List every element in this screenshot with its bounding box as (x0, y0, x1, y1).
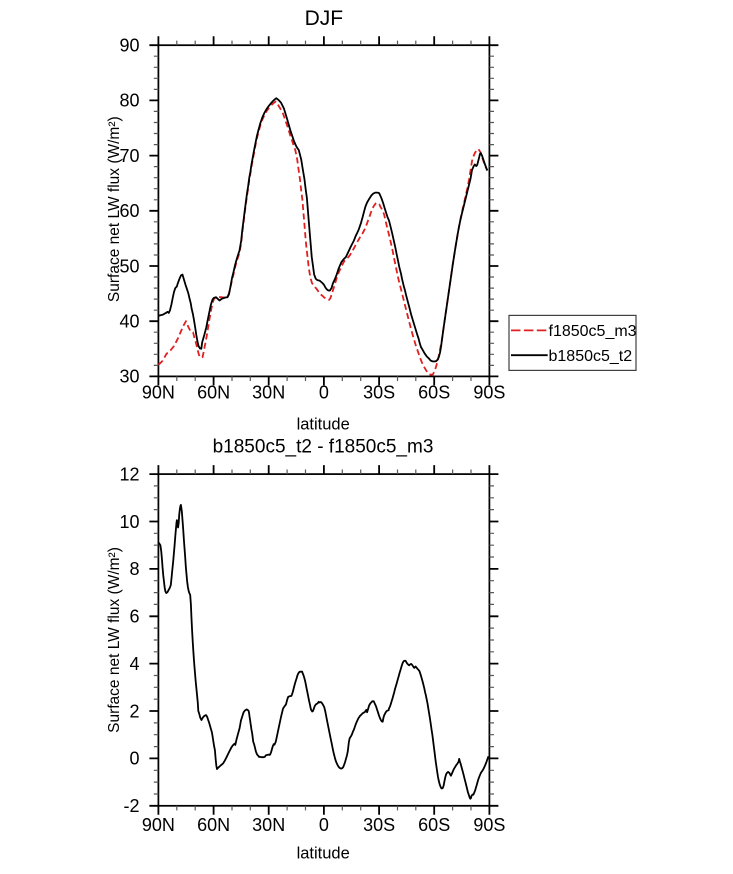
svg-text:90N: 90N (142, 383, 175, 403)
svg-text:12: 12 (119, 464, 139, 484)
svg-text:2: 2 (129, 701, 139, 721)
svg-text:b1850c5_t2: b1850c5_t2 (549, 348, 633, 365)
svg-text:0: 0 (129, 749, 139, 769)
svg-text:60N: 60N (197, 815, 230, 835)
svg-text:90S: 90S (473, 383, 505, 403)
svg-text:f1850c5_m3: f1850c5_m3 (549, 323, 637, 340)
svg-text:8: 8 (129, 559, 139, 579)
svg-text:Surface net LW flux (W/m²): Surface net LW flux (W/m²) (106, 116, 123, 302)
svg-text:30: 30 (119, 367, 139, 387)
svg-text:90: 90 (119, 36, 139, 56)
svg-text:-2: -2 (123, 796, 139, 816)
svg-text:40: 40 (119, 312, 139, 332)
svg-text:4: 4 (129, 654, 139, 674)
svg-text:60S: 60S (418, 815, 450, 835)
svg-text:10: 10 (119, 512, 139, 532)
svg-text:6: 6 (129, 607, 139, 627)
svg-text:90S: 90S (473, 815, 505, 835)
svg-text:70: 70 (119, 146, 139, 166)
svg-text:b1850c5_t2 - f1850c5_m3: b1850c5_t2 - f1850c5_m3 (213, 437, 434, 458)
svg-text:60N: 60N (197, 383, 230, 403)
svg-text:50: 50 (119, 256, 139, 276)
svg-text:80: 80 (119, 91, 139, 111)
svg-text:DJF: DJF (305, 7, 344, 30)
svg-text:Surface net LW flux (W/m²): Surface net LW flux (W/m²) (106, 547, 123, 733)
svg-text:90N: 90N (142, 815, 175, 835)
svg-text:latitude: latitude (297, 416, 350, 434)
svg-text:60S: 60S (418, 383, 450, 403)
svg-text:0: 0 (319, 815, 329, 835)
svg-text:30N: 30N (252, 383, 285, 403)
svg-text:30S: 30S (363, 383, 395, 403)
svg-text:latitude: latitude (297, 845, 350, 863)
svg-text:30N: 30N (252, 815, 285, 835)
svg-text:0: 0 (319, 383, 329, 403)
svg-text:30S: 30S (363, 815, 395, 835)
svg-text:60: 60 (119, 201, 139, 221)
